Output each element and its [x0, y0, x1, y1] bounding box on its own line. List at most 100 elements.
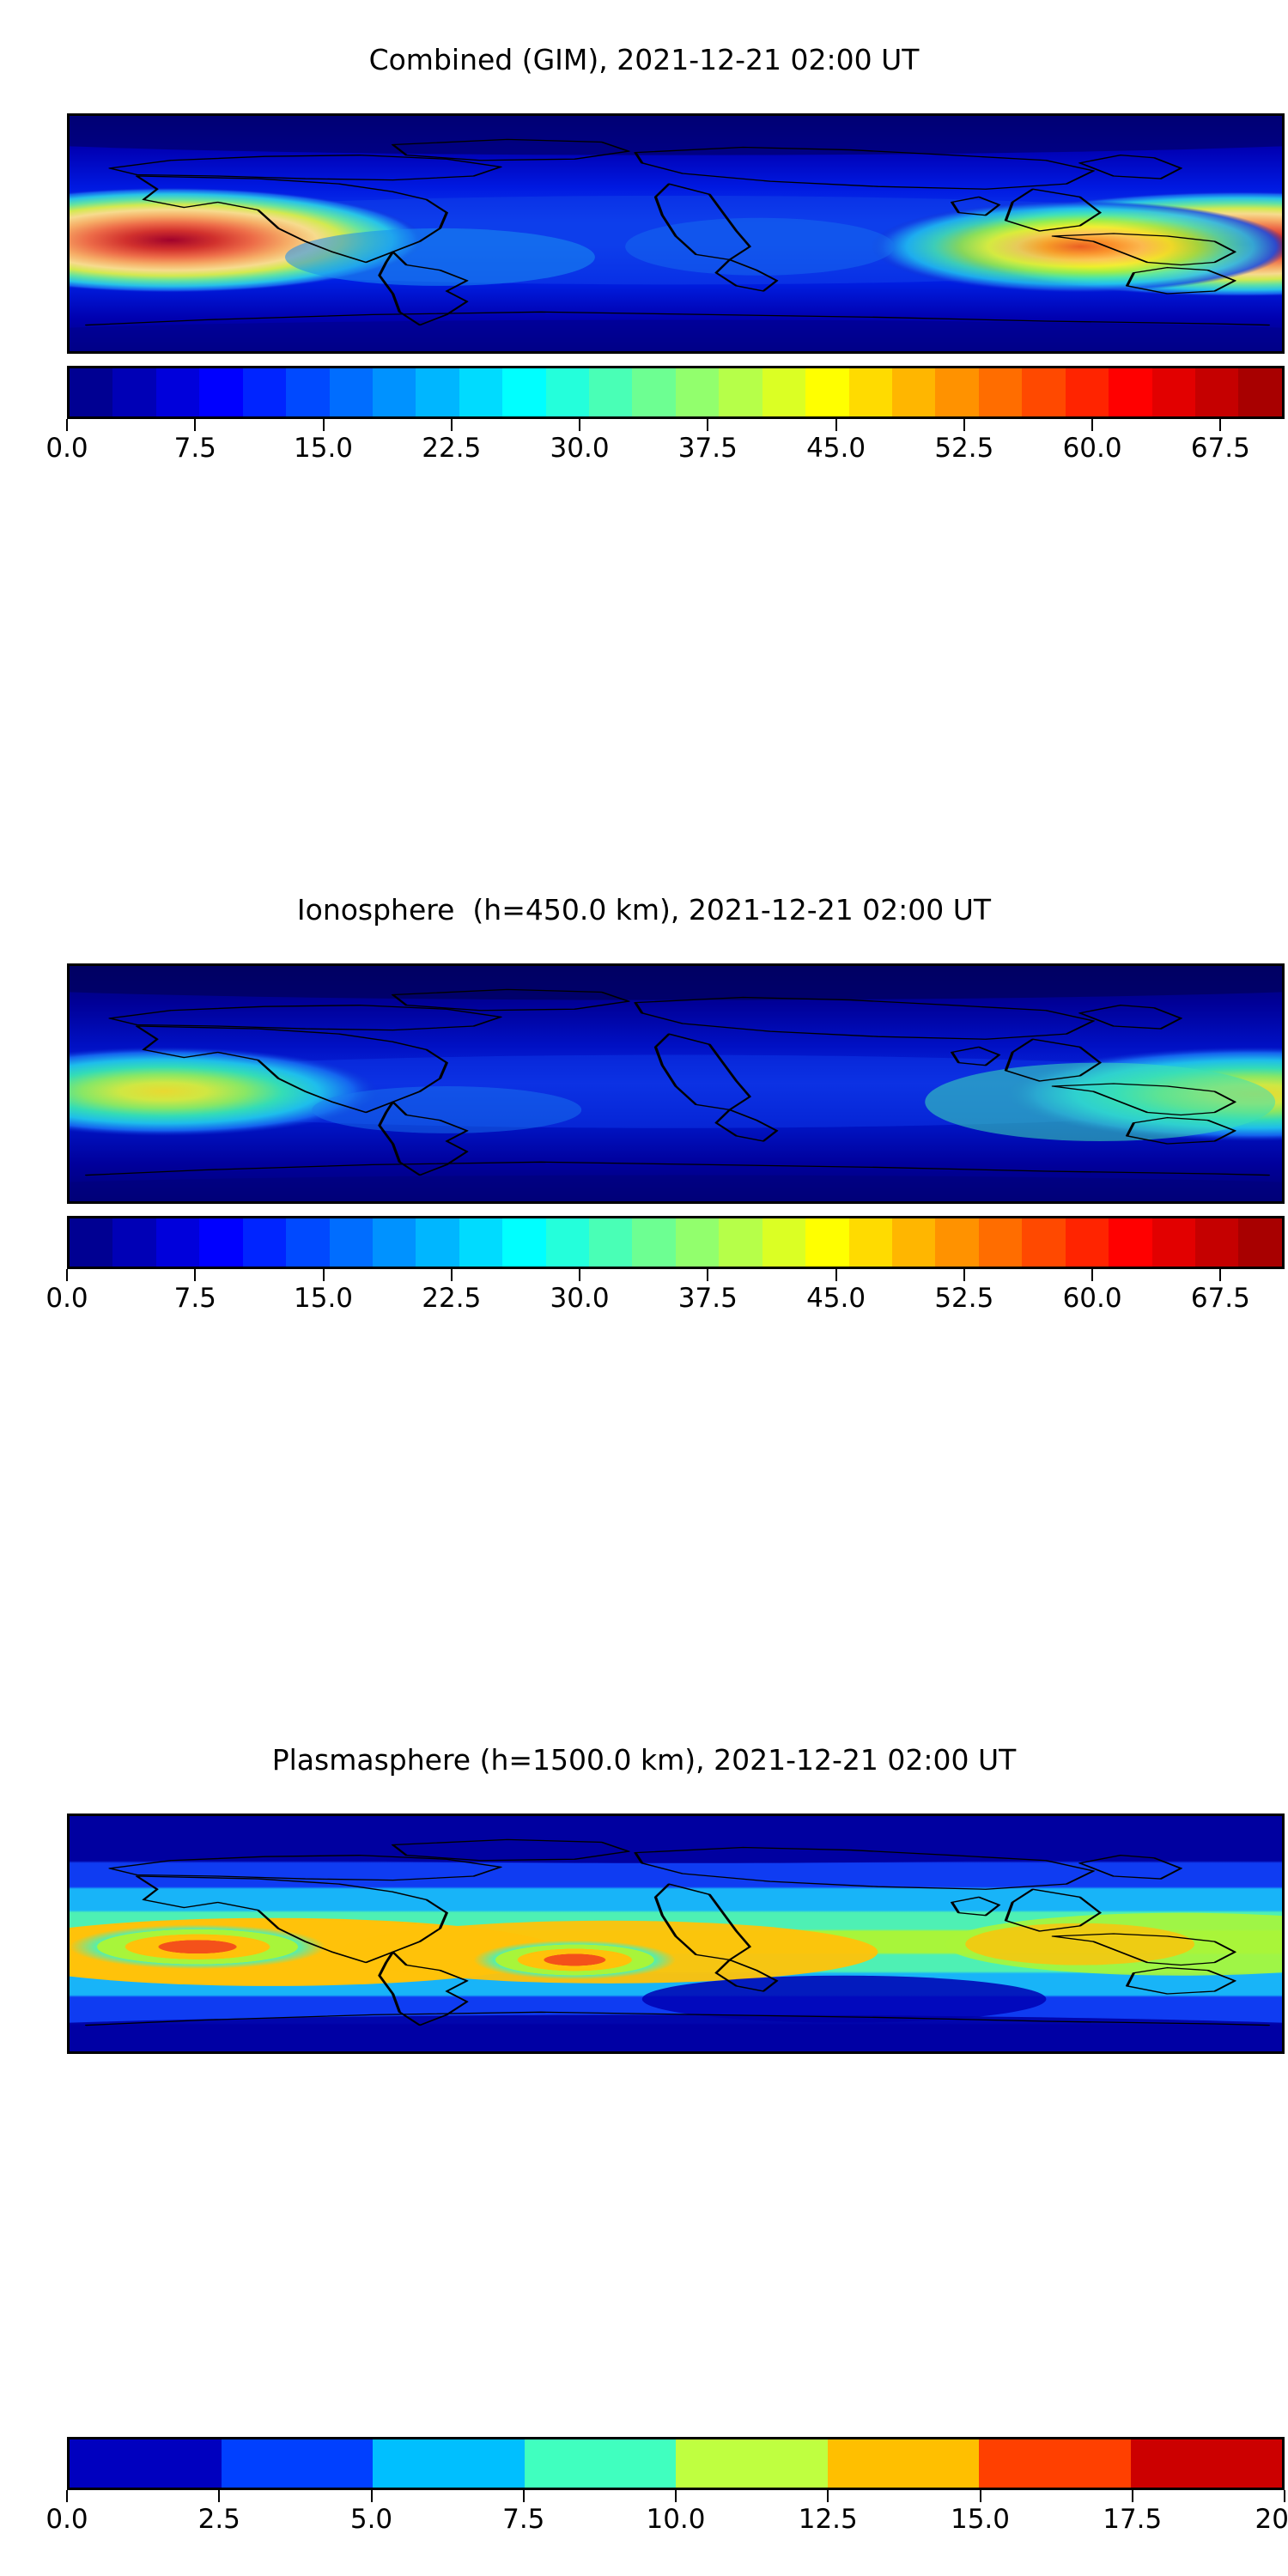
colorbar-3-gradient: [67, 2437, 1285, 2490]
map-combined-gim: [67, 113, 1285, 354]
colorbar-band: [979, 2439, 1131, 2488]
map-svg-2: [70, 966, 1282, 1201]
colorbar-band: [70, 368, 113, 416]
colorbar-band: [892, 368, 936, 416]
colorbar-tick: [979, 2490, 981, 2502]
colorbar-tick-label: 22.5: [422, 1283, 482, 1314]
colorbar-band: [286, 1218, 330, 1267]
colorbar-band: [242, 1218, 287, 1267]
colorbar-band: [1109, 368, 1152, 416]
colorbar-band: [329, 1218, 373, 1267]
colorbar-band: [1022, 1218, 1066, 1267]
colorbar-tick-label: 17.5: [1103, 2504, 1163, 2535]
colorbar-tick-label: 45.0: [806, 433, 866, 464]
colorbar-band: [1065, 368, 1109, 416]
colorbar-band: [1194, 368, 1239, 416]
colorbar-band: [892, 1218, 936, 1267]
colorbar-band: [1065, 1218, 1109, 1267]
colorbar-band: [589, 368, 633, 416]
colorbar-tick-label: 37.5: [677, 1283, 738, 1314]
colorbar-band: [632, 368, 676, 416]
colorbar-band: [545, 1218, 590, 1267]
colorbar-tick-label: 30.0: [550, 433, 610, 464]
panel-3-title: Plasmasphere (h=1500.0 km), 2021-12-21 0…: [271, 1743, 1017, 1777]
panel-1-title: Combined (GIM), 2021-12-21 02:00 UT: [368, 43, 920, 76]
colorbar-tick-label: 2.5: [197, 2504, 240, 2535]
colorbar-band: [1238, 368, 1282, 416]
colorbar-band: [416, 368, 459, 416]
colorbar-tick-label: 52.5: [934, 1283, 994, 1314]
colorbar-band: [589, 1218, 633, 1267]
colorbar-tick-label: 7.5: [173, 1283, 216, 1314]
colorbar-band: [372, 368, 416, 416]
colorbar-band: [199, 368, 243, 416]
colorbar-band: [1151, 368, 1195, 416]
colorbar-tick: [322, 419, 325, 431]
colorbar-tick: [1091, 419, 1094, 431]
colorbar-tick: [835, 1269, 837, 1281]
colorbar-band: [459, 1218, 503, 1267]
colorbar-tick-label: 7.5: [173, 433, 216, 464]
colorbar-tick-label: 5.0: [349, 2504, 393, 2535]
colorbar-tick-label: 37.5: [677, 433, 738, 464]
colorbar-tick: [66, 1269, 68, 1281]
map-svg-3: [70, 1816, 1282, 2051]
colorbar-band: [848, 1218, 893, 1267]
colorbar-tick: [450, 1269, 453, 1281]
colorbar-band: [502, 368, 546, 416]
colorbar-3-labels: 0.0 2.5 5.0 7.5 10.0 12.5 15.0 17.5 20.0: [46, 2502, 1288, 2540]
colorbar-tick: [66, 2490, 68, 2502]
colorbar-band: [805, 1218, 849, 1267]
colorbar-band: [978, 368, 1023, 416]
colorbar-tick-label: 15.0: [294, 1283, 354, 1314]
colorbar-2-ticks: [66, 1269, 1285, 1281]
colorbar-tick-label: 60.0: [1062, 433, 1122, 464]
colorbar-tick-label: 0.0: [46, 1283, 88, 1314]
colorbar-band: [524, 2439, 676, 2488]
colorbar-band: [1022, 368, 1066, 416]
map-plasmasphere: [67, 1814, 1285, 2054]
colorbar-band: [155, 1218, 200, 1267]
map-svg-1: [70, 116, 1282, 351]
colorbar-tick: [450, 419, 453, 431]
colorbar-combined-gim: 0.0 7.5 15.0 22.5 30.0 37.5 45.0 52.5 60.0 67.5: [46, 366, 1285, 469]
colorbar-band: [373, 2439, 525, 2488]
colorbar-band: [70, 2439, 222, 2488]
colorbar-band: [935, 368, 979, 416]
map-ionosphere: [67, 963, 1285, 1204]
colorbar-plasmasphere: 0.0 2.5 5.0 7.5 10.0 12.5 15.0 17.5 20.0: [46, 2437, 1288, 2540]
colorbar-band: [199, 1218, 243, 1267]
colorbar-tick-label: 20.0: [1255, 2504, 1288, 2535]
colorbar-band: [1151, 1218, 1195, 1267]
colorbar-tick-label: 30.0: [550, 1283, 610, 1314]
colorbar-tick: [194, 419, 197, 431]
colorbar-tick-label: 12.5: [798, 2504, 858, 2535]
colorbar-tick-label: 0.0: [46, 2504, 88, 2535]
colorbar-tick: [370, 2490, 373, 2502]
colorbar-band: [978, 1218, 1023, 1267]
colorbar-tick: [1091, 1269, 1094, 1281]
colorbar-band: [1238, 1218, 1282, 1267]
colorbar-1-labels: 0.0 7.5 15.0 22.5 30.0 37.5 45.0 52.5 60.0 67.5: [46, 431, 1285, 469]
colorbar-tick: [963, 1269, 965, 1281]
colorbar-band: [762, 1218, 806, 1267]
coastlines-2: [84, 988, 1270, 1176]
panel-2-title: Ionosphere (h=450.0 km), 2021-12-21 02:0…: [296, 893, 992, 927]
colorbar-tick: [835, 419, 837, 431]
colorbar-tick: [194, 1269, 197, 1281]
colorbar-band: [632, 1218, 676, 1267]
colorbar-band: [675, 1218, 720, 1267]
colorbar-band: [762, 368, 806, 416]
colorbar-tick-label: 0.0: [46, 433, 88, 464]
panel-combined-gim: Combined (GIM), 2021-12-21 02:00 UT: [0, 43, 1288, 76]
colorbar-tick: [827, 2490, 829, 2502]
colorbar-tick: [1219, 1269, 1222, 1281]
colorbar-tick: [1219, 419, 1222, 431]
colorbar-1-gradient: [67, 366, 1285, 419]
colorbar-tick-label: 67.5: [1190, 433, 1250, 464]
colorbar-tick: [579, 419, 581, 431]
colorbar-band: [935, 1218, 979, 1267]
colorbar-band: [805, 368, 849, 416]
colorbar-band: [848, 368, 893, 416]
